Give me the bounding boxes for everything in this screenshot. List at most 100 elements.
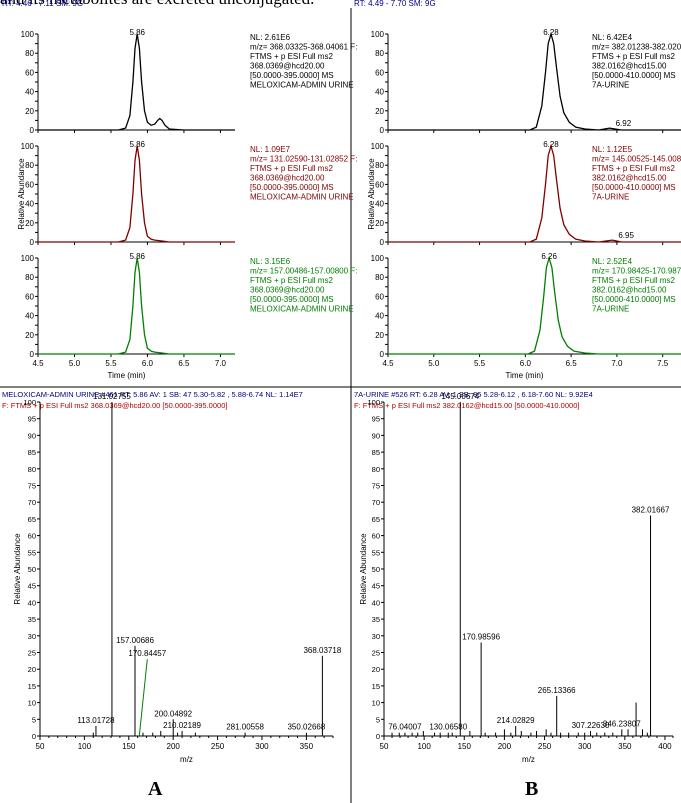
peak-mz-label: 170.84457 (128, 649, 166, 658)
y-tick-label: 100 (371, 254, 385, 263)
trace-info-line: FTMS + p ESI Full ms2 (250, 276, 333, 285)
y-tick-label: 35 (28, 615, 36, 624)
y-tick-label: 5 (32, 715, 36, 724)
spectrum-scan-filter: F: FTMS + p ESI Full ms2 382.0162@hcd15.… (354, 401, 579, 410)
trace-info-line: NL: 1.12E5 (592, 145, 633, 154)
y-tick-label: 80 (375, 273, 384, 282)
trace-info-line: 7A-URINE (592, 193, 629, 202)
trace-info-line: 368.0369@hcd20.00 (250, 62, 325, 71)
y-tick-label: 80 (372, 465, 380, 474)
peak-label: 5.86 (129, 252, 145, 261)
peak-label: 6.28 (543, 28, 559, 37)
peak-mz-label: 200.04892 (154, 709, 192, 718)
trace-info-line: MELOXICAM-ADMIN URINE (250, 305, 354, 314)
x-tick-label: 100 (417, 742, 431, 751)
peak-mz-label: 307.22630 (572, 721, 610, 730)
y-tick-label: 35 (372, 615, 380, 624)
caption-fragment: and its metabolites are excreted unconju… (0, 0, 681, 9)
peak-mz-label: 214.02829 (497, 716, 535, 725)
y-tick-label: 0 (380, 238, 385, 247)
y-axis-label: Relative Abundance (367, 158, 376, 230)
y-tick-label: 20 (28, 665, 36, 674)
y-tick-label: 60 (375, 68, 384, 77)
y-tick-label: 40 (375, 312, 384, 321)
trace-info-line: 382.0162@hcd15.00 (592, 174, 667, 183)
trace-info-line: m/z= 170.98425-170.98767 F: (592, 267, 681, 276)
y-tick-label: 20 (372, 665, 380, 674)
y-axis-label: Relative Abundance (359, 533, 368, 605)
y-tick-label: 80 (28, 465, 36, 474)
x-tick-label: 50 (36, 742, 45, 751)
trace-info-line: NL: 6.42E4 (592, 33, 633, 42)
trace-info-line: 368.0369@hcd20.00 (250, 174, 325, 183)
trace-info-line: [50.0000-410.0000] MS (592, 183, 676, 192)
y-tick-label: 80 (25, 49, 34, 58)
peak-mz-label: 157.00686 (116, 636, 154, 645)
spectrum-header: 7A-URINE #526 RT: 6.28 AV: 1 SB: 85 5.28… (354, 390, 593, 399)
y-tick-label: 60 (375, 292, 384, 301)
y-tick-label: 95 (28, 415, 36, 424)
x-tick-label: 6.0 (520, 359, 532, 368)
y-tick-label: 55 (372, 548, 380, 557)
y-tick-label: 0 (30, 126, 35, 135)
x-tick-label: 400 (658, 742, 672, 751)
y-tick-label: 15 (372, 682, 380, 691)
y-tick-label: 60 (25, 292, 34, 301)
y-tick-label: 100 (371, 30, 385, 39)
y-tick-label: 0 (380, 350, 385, 359)
trace-info-line: NL: 2.52E4 (592, 257, 633, 266)
x-tick-label: 200 (167, 742, 181, 751)
y-tick-label: 100 (367, 398, 380, 407)
y-tick-label: 20 (25, 219, 34, 228)
x-tick-label: 350 (300, 742, 314, 751)
minor-peak-label: 6.92 (616, 119, 632, 128)
peak-label: 6.28 (543, 140, 559, 149)
trace-info-line: [50.0000-395.0000] MS (250, 295, 334, 304)
y-tick-label: 50 (28, 565, 36, 574)
y-tick-label: 85 (28, 448, 36, 457)
y-tick-label: 40 (25, 88, 34, 97)
y-tick-label: 100 (371, 142, 385, 151)
x-tick-label: 100 (78, 742, 92, 751)
y-tick-label: 60 (25, 180, 34, 189)
x-tick-label: 5.5 (105, 359, 117, 368)
y-tick-label: 45 (372, 582, 380, 591)
trace-info-line: NL: 2.61E6 (250, 33, 291, 42)
y-tick-label: 60 (28, 532, 36, 541)
y-tick-label: 0 (30, 238, 35, 247)
y-tick-label: 80 (375, 161, 384, 170)
y-tick-label: 5 (376, 715, 380, 724)
x-tick-label: 7.0 (215, 359, 227, 368)
trace-info-line: [50.0000-410.0000] MS (592, 295, 676, 304)
trace-line (388, 255, 681, 355)
y-tick-label: 100 (23, 398, 36, 407)
trace-info-line: MELOXICAM-ADMIN URINE (250, 193, 354, 202)
y-axis-label: Relative Abundance (13, 533, 22, 605)
y-tick-label: 30 (372, 632, 380, 641)
y-tick-label: 60 (375, 180, 384, 189)
peak-mz-label: 170.98596 (462, 632, 500, 641)
x-tick-label: 6.5 (566, 359, 578, 368)
peak-mz-label: 382.01667 (632, 506, 670, 515)
y-tick-label: 40 (375, 200, 384, 209)
trace-line (388, 143, 681, 243)
trace-info-line: 7A-URINE (592, 81, 629, 90)
peak-mz-label: 130.06580 (429, 723, 467, 732)
y-tick-label: 80 (25, 161, 34, 170)
y-tick-label: 60 (372, 532, 380, 541)
x-axis-label: Time (min) (108, 371, 146, 380)
trace-info-line: 382.0162@hcd15.00 (592, 286, 667, 295)
peak-mz-label: 145.00674 (441, 392, 479, 401)
spectrum-scan-filter: F: FTMS + p ESI Full ms2 368.0369@hcd20.… (2, 401, 227, 410)
y-tick-label: 20 (375, 107, 384, 116)
panel-label-a: A (148, 778, 163, 800)
y-tick-label: 75 (28, 482, 36, 491)
peak-mz-label: 131.02755 (93, 392, 131, 401)
trace-line (38, 257, 235, 355)
y-tick-label: 80 (25, 273, 34, 282)
y-tick-label: 20 (25, 107, 34, 116)
